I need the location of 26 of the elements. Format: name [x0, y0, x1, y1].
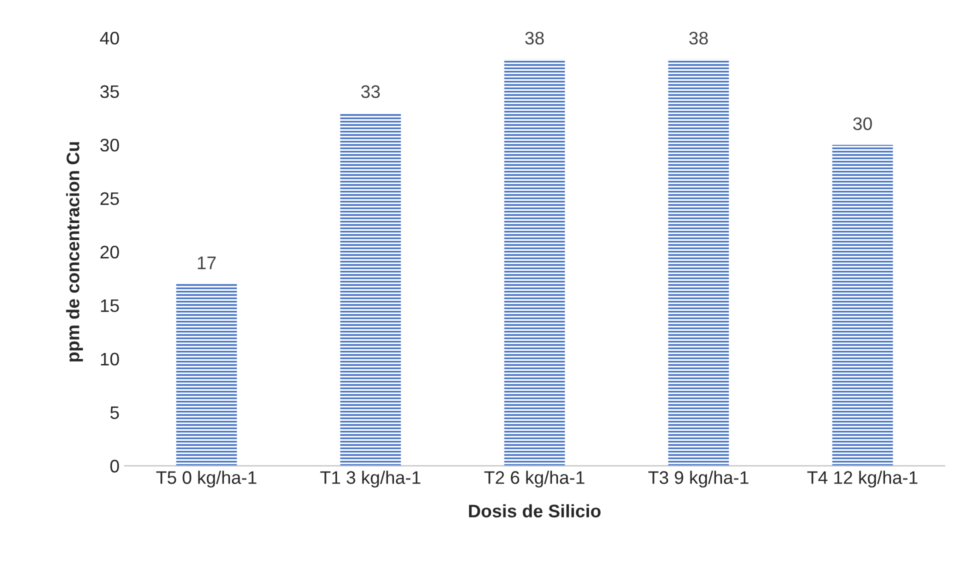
- x-tick-label: T4 12 kg/ha-1: [807, 470, 918, 488]
- bar: [504, 59, 565, 466]
- y-tick-label: 0: [110, 460, 119, 473]
- y-tick-label: 20: [100, 246, 119, 259]
- data-label: 38: [525, 32, 544, 45]
- bar: [340, 112, 401, 466]
- data-label: 38: [689, 32, 708, 45]
- x-tick-label: T5 0 kg/ha-1: [156, 470, 256, 488]
- y-tick-label: 10: [100, 352, 119, 366]
- bar: [832, 144, 893, 466]
- y-tick-label: 30: [100, 138, 119, 152]
- data-label: 33: [361, 85, 380, 98]
- y-tick-label: 25: [100, 192, 119, 206]
- y-tick-label: 40: [100, 32, 119, 45]
- bar: [176, 284, 237, 466]
- y-tick-label: 5: [110, 406, 119, 420]
- data-label: 30: [853, 117, 872, 130]
- x-tick-label: T2 6 kg/ha-1: [484, 470, 584, 488]
- bar: [668, 59, 729, 466]
- y-tick-label: 15: [100, 299, 119, 312]
- data-label: 17: [198, 256, 216, 270]
- x-tick-label: T1 3 kg/ha-1: [320, 470, 420, 488]
- x-axis-title: Dosis de Silicio: [469, 504, 601, 518]
- y-axis-title: ppm de concentracion Cu: [66, 142, 83, 362]
- y-tick-label: 35: [100, 85, 119, 98]
- x-tick-label: T3 9 kg/ha-1: [648, 470, 748, 488]
